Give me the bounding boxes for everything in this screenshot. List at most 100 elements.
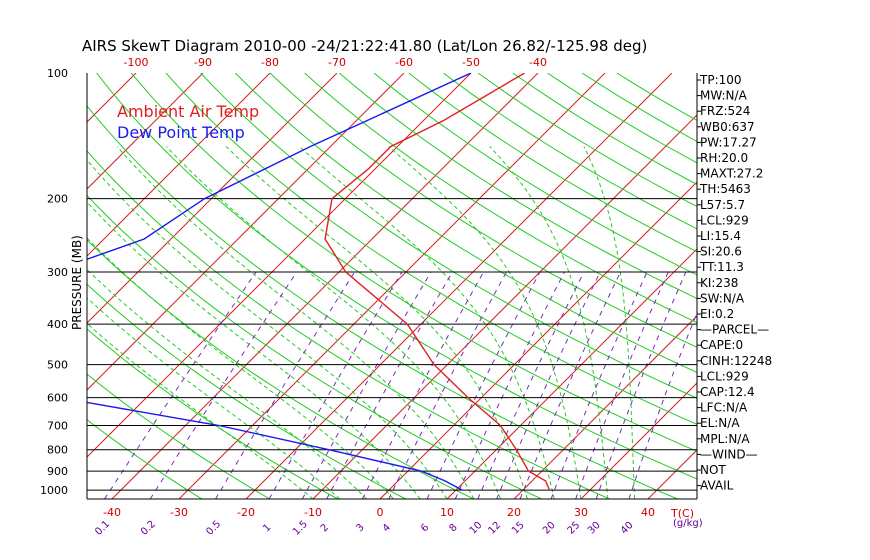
top-temperature-ticks: -100 -90 -80 -70 -60 -50 -40	[124, 56, 547, 69]
pressure-tick-label: 200	[47, 193, 68, 206]
stat-item: NOT	[700, 463, 726, 477]
stat-item: MPL:N/A	[700, 432, 750, 446]
mixing-ratio-line	[326, 271, 453, 499]
mixing-ratio-ticks: 0.1 0.2 0.5 1 1.5 2 3 4 6 8 10 12 15 20 25 30 40	[93, 519, 635, 538]
pressure-tick-label: 800	[47, 444, 68, 457]
mixing-ratio-line	[388, 271, 507, 499]
bottom-temperature-tick-label: 0	[377, 506, 384, 519]
pressure-tick-label: 600	[47, 392, 68, 405]
bottom-temperature-tick-label: 20	[507, 506, 521, 519]
stat-item: LFC:N/A	[700, 401, 748, 415]
stat-item: LCL:929	[700, 369, 749, 383]
stat-item: SI:20.6	[700, 245, 742, 259]
dry-adiabat-line	[165, 73, 697, 425]
top-temperature-tick-label: -80	[261, 56, 279, 69]
dry-adiabat-line	[87, 373, 271, 499]
mixing-ratio-tick-label: 2	[319, 522, 331, 534]
mixing-ratio-line	[575, 271, 669, 499]
dry-adiabat-line	[234, 73, 697, 374]
chart-title: AIRS SkewT Diagram 2010-00 -24/21:22:41.…	[82, 37, 647, 55]
pressure-tick-label: 900	[47, 465, 68, 478]
top-temperature-tick-label: -50	[462, 56, 480, 69]
isotherm-line	[245, 73, 673, 499]
legend-ambient-air-temp: Ambient Air Temp	[117, 102, 259, 121]
legend-dew-point-temp: Dew Point Temp	[117, 123, 245, 142]
isotherm-line	[446, 248, 697, 499]
top-temperature-tick-label: -60	[395, 56, 413, 69]
bottom-temperature-tick-label: 30	[574, 506, 588, 519]
isotherm-line	[782, 73, 870, 499]
mixing-ratio-tick-label: 3	[354, 522, 366, 534]
dry-adiabat-line	[304, 73, 697, 324]
dry-adiabat-line	[477, 73, 697, 208]
mixing-ratio-tick-label: 40	[619, 520, 636, 537]
dry-adiabat-line	[87, 283, 406, 499]
stat-item: CAP:12.4	[700, 385, 755, 399]
isotherm-line	[87, 73, 137, 123]
moist-adiabat-line	[225, 146, 528, 499]
bottom-temperature-tick-label: -30	[170, 506, 188, 519]
mixing-ratio-line	[519, 271, 621, 499]
bottom-temperature-tick-label: -10	[304, 506, 322, 519]
isotherm-line	[178, 73, 606, 499]
pressure-tick-label: 500	[47, 359, 68, 372]
dry-adiabat-line	[200, 73, 697, 399]
stat-item: L57:5.7	[700, 198, 745, 212]
dry-adiabat-line	[96, 73, 697, 480]
mixing-ratio-tick-label: 10	[468, 520, 485, 537]
pressure-tick-label: 700	[47, 420, 68, 433]
mixing-ratio-tick-label: 4	[381, 522, 393, 534]
stat-item: RH:20.0	[700, 151, 748, 165]
mixing-ratio-line	[268, 271, 403, 499]
mixing-ratio-tick-label: 1.5	[291, 519, 310, 538]
bottom-temperature-tick-label: 10	[440, 506, 454, 519]
isotherm-line	[580, 382, 697, 499]
mixing-ratio-tick-label: 6	[419, 522, 431, 534]
moist-adiabat-line	[116, 146, 475, 499]
dry-adiabat-line	[87, 194, 542, 499]
pressure-tick-label: 400	[47, 318, 68, 331]
isotherm-line	[0, 73, 69, 499]
stat-item: LCL:929	[700, 213, 749, 227]
dry-adiabat-line	[338, 73, 697, 300]
top-temperature-tick-label: -40	[529, 56, 547, 69]
mixing-ratio-tick-label: 8	[447, 522, 459, 534]
stat-item: FRZ:524	[700, 104, 750, 118]
bottom-temperature-tick-label: 40	[641, 506, 655, 519]
dry-adiabat-line	[87, 105, 678, 499]
stat-item: TP:100	[699, 73, 742, 87]
stat-item: LI:15.4	[700, 229, 741, 243]
pressure-tick-label: 100	[47, 67, 68, 80]
stat-item: WB0:637	[700, 120, 755, 134]
isotherm-line	[647, 449, 697, 499]
series-layer	[87, 73, 551, 491]
mixing-ratio-tick-label: 12	[486, 520, 503, 537]
moist-adiabat-line	[166, 146, 502, 499]
dry-adiabat-line	[512, 73, 697, 185]
stat-item: CAPE:0	[700, 338, 743, 352]
stat-item: —WIND—	[700, 447, 758, 461]
stat-item: CINH:12248	[700, 354, 772, 368]
stat-item: KI:238	[700, 276, 738, 290]
moist-adiabat-line	[583, 146, 636, 499]
mixing-ratio-line	[426, 271, 541, 499]
bottom-temperature-ticks: -40 -30 -20 -10 0 10 20 30 40	[103, 506, 655, 519]
isobar-lines	[87, 198, 697, 491]
isotherm-line	[111, 73, 539, 499]
isotherm-line	[513, 315, 697, 499]
stat-item: TT:11.3	[699, 260, 744, 274]
dew-point-temp-line	[87, 73, 472, 491]
dry-adiabat-line	[547, 73, 697, 164]
mixing-ratio-line	[301, 271, 432, 499]
dry-adiabat-line	[87, 150, 610, 499]
isotherm-line	[87, 73, 472, 458]
stat-item: TH:5463	[699, 182, 751, 196]
dry-adiabat-line	[87, 419, 203, 499]
mixing-ratio-line	[215, 271, 356, 499]
mixing-ratio-line	[104, 271, 257, 499]
dry-adiabat-line	[130, 73, 697, 452]
mixing-ratio-unit-label: (g/kg)	[673, 518, 703, 529]
mixing-ratio-tick-label: 20	[541, 520, 558, 537]
